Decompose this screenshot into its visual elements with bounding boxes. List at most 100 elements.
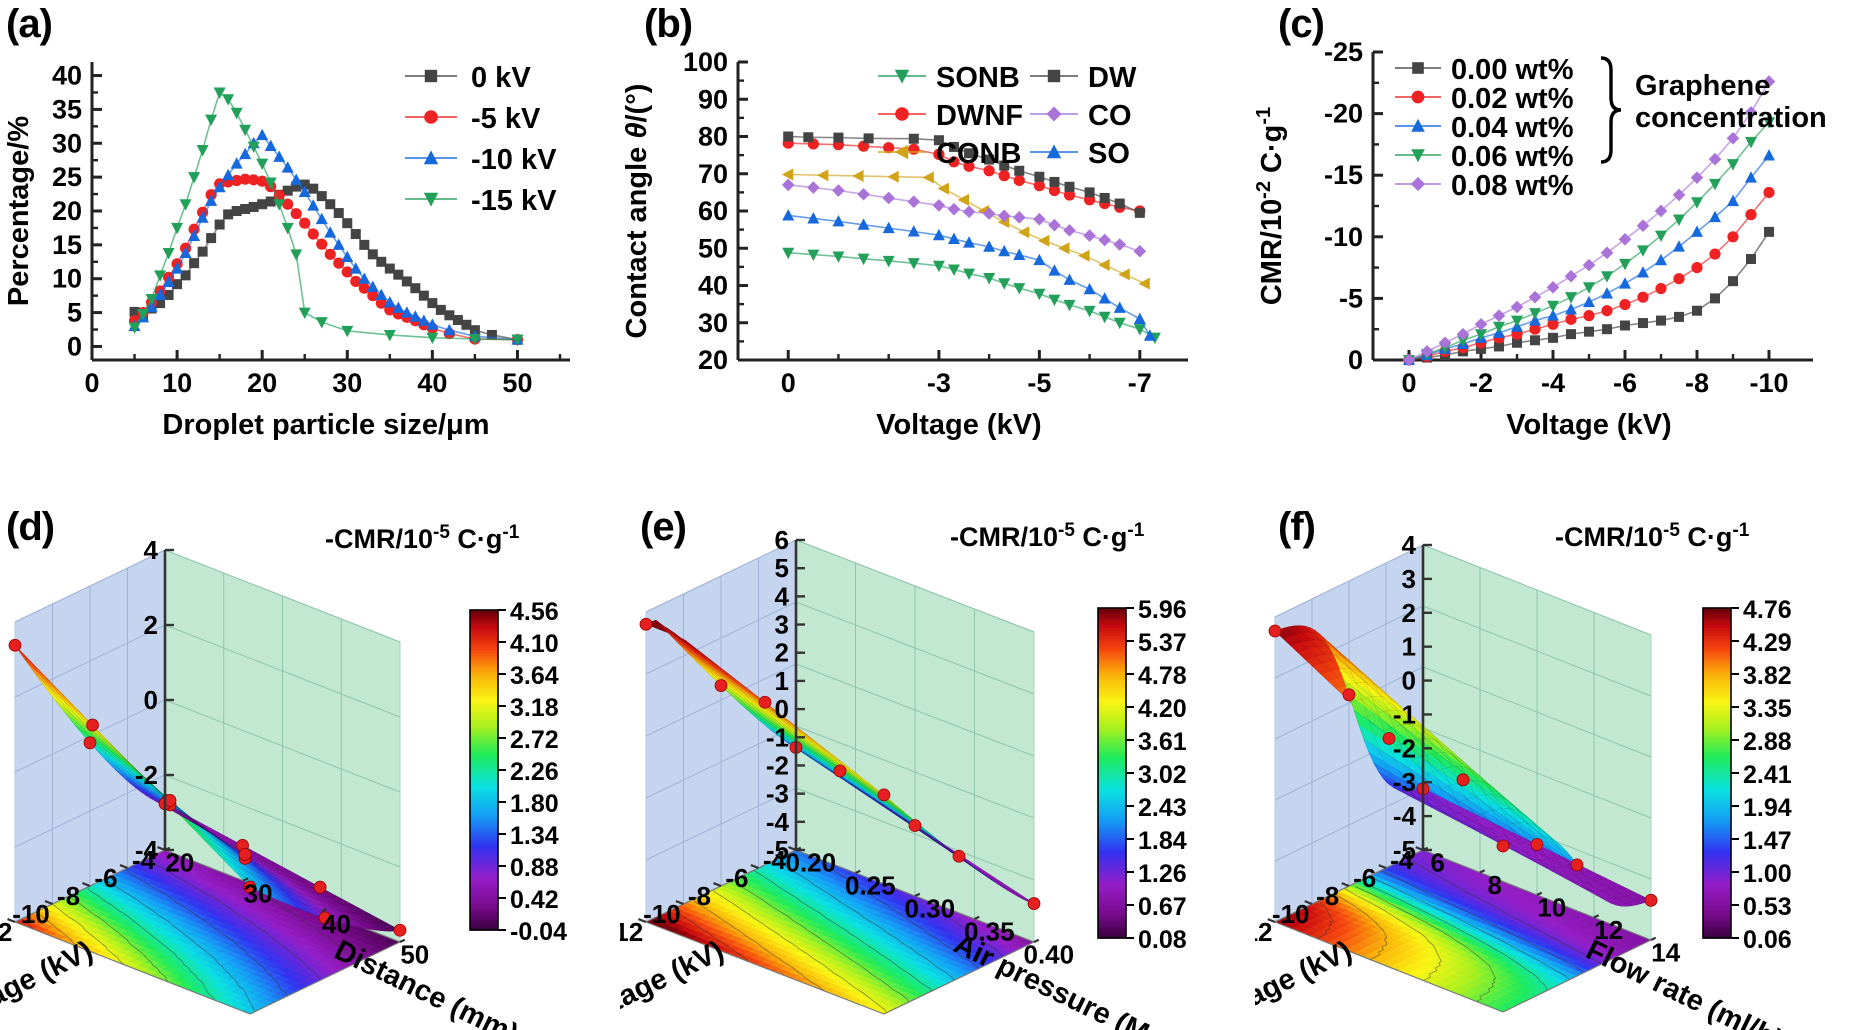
data-point [1619,277,1631,289]
wall-gridline [1274,788,1424,862]
legend-label: CONB [936,138,1021,170]
wall-gridline [1422,605,1652,697]
x-tick [119,864,128,870]
y-tick [914,892,921,897]
data-point [857,253,870,266]
colorbar-swatch [1098,751,1126,755]
data-point [1493,321,1505,334]
data-point [247,141,260,154]
data-point [963,236,976,248]
wall-gridline [164,774,401,868]
x-tick-label: -4 [132,845,156,875]
data-point [1565,303,1577,315]
legend-label: SO [1088,138,1130,170]
legend-label: -10 kV [471,144,557,176]
colorbar-swatch [1098,902,1126,906]
colorbar-swatch [1098,844,1126,848]
data-point [1583,282,1595,294]
data-point [1638,318,1648,329]
contour-isoline [51,902,125,966]
colorbar-swatch [470,791,498,795]
legend-marker [1046,144,1062,159]
data-point [1013,248,1026,260]
colorbar-swatch [470,804,498,809]
data-point [230,107,243,120]
data-point-sphere [393,923,407,937]
colorbar-swatch [1098,781,1126,785]
y-tick-label: 80 [698,122,728,152]
data-point [1655,230,1667,242]
data-point [1746,253,1756,264]
data-point [426,318,439,330]
data-point [240,203,251,214]
y-tick-label: 30 [52,128,82,158]
colorbar-swatch [470,820,498,825]
colorbar-swatch [470,906,498,910]
data-point [1566,329,1576,340]
colorbar-swatch [470,759,498,763]
data-point [1476,343,1486,354]
colorbar-swatch [1098,899,1126,903]
x-tick-label: 0 [1401,368,1416,398]
colorbar-swatch [470,842,498,846]
series-co [781,178,1147,258]
colorbar-swatch [470,655,498,659]
colorbar-swatch [1098,921,1126,925]
data-point [1763,117,1775,129]
colorbar-swatch [1098,784,1126,788]
data-point [1113,238,1127,251]
data-point [468,334,481,346]
y-tick-label: 100 [683,47,728,77]
contour-isoline [22,918,35,930]
colorbar-tick-label: 3.18 [510,694,559,722]
colorbar-swatch [470,818,498,822]
colorbar-swatch [470,676,498,681]
colorbar-swatch [470,626,498,630]
mesh-line [155,790,307,881]
colorbar-tick-label: 1.34 [510,822,559,850]
series-so [782,209,1156,341]
mesh-line [665,630,905,813]
colorbar-swatch [470,850,498,854]
colorbar-swatch [470,679,498,683]
x-tick [7,918,16,924]
data-point [341,325,354,338]
colorbar-swatch [470,772,498,777]
data-point [1098,311,1111,324]
wall-gridline [14,549,166,623]
data-point [947,202,961,216]
data-point [1475,329,1487,341]
data-point [1636,219,1650,233]
x-tick [157,846,166,852]
mesh-line [695,660,935,837]
data-point [155,298,166,309]
legend-marker [1411,118,1425,132]
data-point [1654,204,1668,218]
colorbar-swatch [1098,932,1126,936]
data-point [1529,323,1541,335]
series-conb [781,168,1150,290]
series-sonb [782,247,1161,345]
data-point [999,160,1010,171]
colorbar-swatch [1098,690,1126,694]
legend-label: -15 kV [471,185,557,217]
colorbar-swatch [1098,907,1126,912]
legend-marker [424,69,438,83]
contour-isoline [672,907,750,963]
z-tick-label: 5 [775,553,789,583]
data-point [883,142,895,154]
data-point [375,288,388,300]
data-point [1033,288,1046,301]
data-point [1547,309,1559,321]
colorbar-swatch [470,612,498,617]
colorbar-swatch [1098,654,1126,659]
x-tick [750,864,759,870]
wall-gridline [1422,544,1652,636]
data-point [781,168,794,181]
y-tick-label: 15 [52,230,82,260]
data-point [1143,329,1156,341]
data-point [248,201,259,212]
colorbar-swatch [1098,729,1126,733]
